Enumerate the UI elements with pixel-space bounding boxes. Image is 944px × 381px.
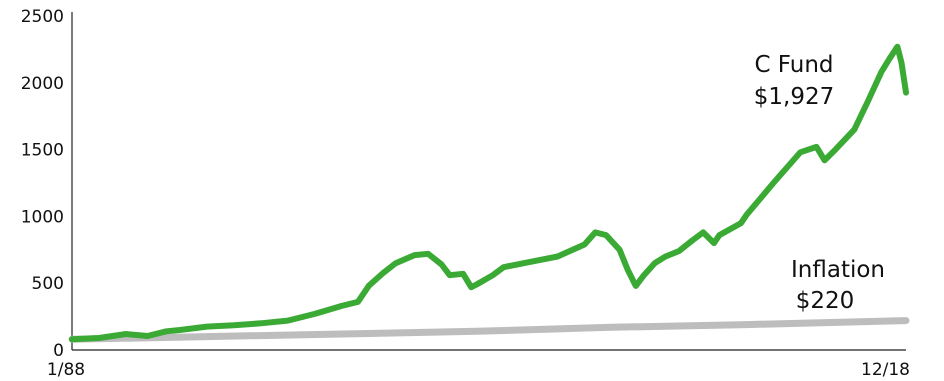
inflation-label: Inflation [791,257,885,283]
series-annotations: C Fund $1,927 Inflation $220 [754,52,885,314]
y-tick-label: 0 [53,341,64,361]
y-tick-label: 1000 [21,207,64,227]
axes [71,12,906,351]
series-lines [68,43,910,343]
y-axis-ticks: 0 500 1000 1500 2000 2500 [21,7,64,361]
c-fund-value-label: $1,927 [754,84,834,110]
y-tick-label: 500 [32,274,64,294]
inflation-line [68,317,910,343]
x-tick-label: 12/18 [861,360,910,380]
c-fund-label: C Fund [754,52,833,78]
y-tick-label: 2500 [21,7,64,27]
inflation-value-label: $220 [796,288,855,314]
y-tick-label: 1500 [21,141,64,161]
x-tick-label: 1/88 [47,360,85,380]
x-axis-ticks: 1/88 12/18 [47,360,910,380]
c-fund-line [69,43,909,343]
y-tick-label: 2000 [21,74,64,94]
